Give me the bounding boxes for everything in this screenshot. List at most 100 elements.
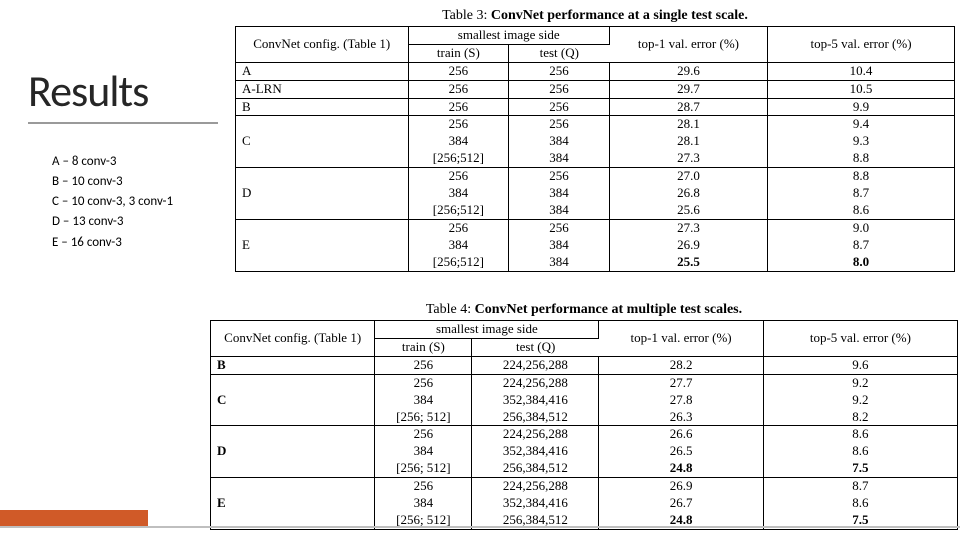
legend-line: C – 10 conv-3, 3 conv-1: [52, 192, 173, 212]
col-top5: top-5 val. error (%): [763, 321, 957, 357]
data-cell: 25.5: [609, 254, 767, 271]
data-cell: 256: [408, 220, 509, 237]
data-cell: 25.6: [609, 202, 767, 219]
data-cell: 9.4: [768, 116, 955, 133]
data-cell: 26.6: [599, 426, 763, 443]
data-cell: 256: [509, 62, 610, 80]
data-cell: 26.9: [599, 478, 763, 495]
caption-bold: ConvNet performance at multiple test sca…: [475, 302, 743, 317]
data-cell: 8.2: [763, 409, 957, 426]
data-cell: 224,256,288: [472, 478, 599, 495]
table-row: D256224,256,28826.68.6: [211, 426, 958, 443]
data-cell: 27.8: [599, 392, 763, 409]
table-row: A-LRN25625629.710.5: [236, 80, 955, 98]
data-cell: 384: [509, 254, 610, 271]
caption-prefix: Table 3:: [442, 8, 491, 23]
data-cell: 384: [375, 443, 472, 460]
col-side: smallest image side: [375, 321, 599, 339]
config-cell: A: [236, 62, 409, 80]
data-cell: 27.3: [609, 220, 767, 237]
caption-bold: ConvNet performance at a single test sca…: [491, 8, 748, 23]
data-cell: 26.5: [599, 443, 763, 460]
legend-line: A – 8 conv-3: [52, 152, 173, 172]
data-cell: 9.6: [763, 356, 957, 374]
table-3-wrap: Table 3: ConvNet performance at a single…: [235, 8, 955, 272]
data-cell: 8.6: [763, 443, 957, 460]
data-cell: 256: [509, 98, 610, 116]
data-cell: 256: [509, 80, 610, 98]
config-cell: C: [211, 374, 375, 426]
data-cell: 256: [408, 168, 509, 185]
data-cell: 9.2: [763, 374, 957, 391]
data-cell: 9.0: [768, 220, 955, 237]
data-cell: 9.2: [763, 392, 957, 409]
data-cell: 24.8: [599, 460, 763, 477]
legend-line: E – 16 conv-3: [52, 233, 173, 253]
config-cell: B: [236, 98, 409, 116]
data-cell: 28.1: [609, 133, 767, 150]
footer-divider: [0, 526, 960, 528]
data-cell: [256; 512]: [375, 409, 472, 426]
col-train-s: train (S): [375, 338, 472, 356]
table-row: B256224,256,28828.29.6: [211, 356, 958, 374]
col-top1: top-1 val. error (%): [599, 321, 763, 357]
col-train-s: train (S): [408, 44, 509, 62]
data-cell: 29.6: [609, 62, 767, 80]
table-3-caption: Table 3: ConvNet performance at a single…: [235, 8, 955, 24]
data-cell: 224,256,288: [472, 426, 599, 443]
data-cell: 352,384,416: [472, 443, 599, 460]
data-cell: 256: [408, 98, 509, 116]
table-4-wrap: Table 4: ConvNet performance at multiple…: [210, 302, 958, 530]
col-side: smallest image side: [408, 27, 609, 45]
data-cell: 352,384,416: [472, 495, 599, 512]
data-cell: 8.6: [763, 495, 957, 512]
data-cell: 8.6: [768, 202, 955, 219]
data-cell: 256,384,512: [472, 409, 599, 426]
data-cell: 8.8: [768, 150, 955, 167]
data-cell: 256: [375, 374, 472, 391]
table-row: E25625627.39.0: [236, 220, 955, 237]
legend-line: B – 10 conv-3: [52, 172, 173, 192]
data-cell: 26.3: [599, 409, 763, 426]
config-cell: E: [236, 220, 409, 272]
col-config: ConvNet config. (Table 1): [211, 321, 375, 357]
arch-legend: A – 8 conv-3B – 10 conv-3C – 10 conv-3, …: [52, 152, 173, 253]
data-cell: 256: [408, 116, 509, 133]
data-cell: 27.0: [609, 168, 767, 185]
table-4: ConvNet config. (Table 1) smallest image…: [210, 320, 958, 530]
table-row: C25625628.19.4: [236, 116, 955, 133]
data-cell: 8.7: [763, 478, 957, 495]
table-3: ConvNet config. (Table 1) smallest image…: [235, 26, 955, 272]
page-title: Results: [28, 64, 218, 124]
data-cell: 10.4: [768, 62, 955, 80]
table-row: E256224,256,28826.98.7: [211, 478, 958, 495]
config-cell: C: [236, 116, 409, 168]
col-test-q: test (Q): [509, 44, 610, 62]
data-cell: 384: [408, 185, 509, 202]
data-cell: 10.5: [768, 80, 955, 98]
config-cell: E: [211, 478, 375, 530]
data-cell: 28.1: [609, 116, 767, 133]
legend-line: D – 13 conv-3: [52, 212, 173, 232]
caption-prefix: Table 4:: [426, 302, 475, 317]
data-cell: 384: [509, 133, 610, 150]
data-cell: 256: [509, 220, 610, 237]
accent-bar: [0, 510, 148, 526]
data-cell: 26.8: [609, 185, 767, 202]
data-cell: 384: [408, 237, 509, 254]
data-cell: 29.7: [609, 80, 767, 98]
data-cell: 26.7: [599, 495, 763, 512]
data-cell: 28.7: [609, 98, 767, 116]
data-cell: 384: [408, 133, 509, 150]
data-cell: 256: [375, 426, 472, 443]
data-cell: 27.7: [599, 374, 763, 391]
data-cell: 224,256,288: [472, 374, 599, 391]
data-cell: 7.5: [763, 460, 957, 477]
data-cell: 256: [375, 356, 472, 374]
data-cell: 8.7: [768, 237, 955, 254]
data-cell: 224,256,288: [472, 356, 599, 374]
data-cell: 256: [509, 116, 610, 133]
col-top1: top-1 val. error (%): [609, 27, 767, 63]
data-cell: [256;512]: [408, 254, 509, 271]
data-cell: 384: [375, 392, 472, 409]
